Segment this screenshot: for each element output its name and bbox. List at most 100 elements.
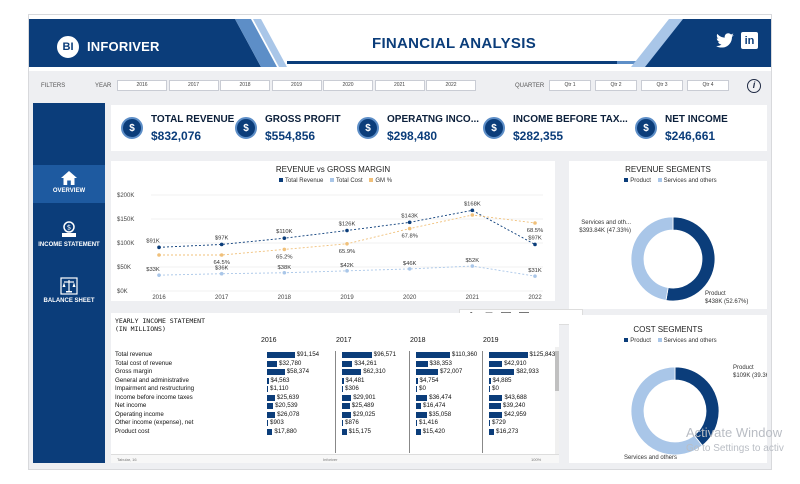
cell-value: $25,489	[351, 402, 375, 409]
data-point[interactable]	[219, 253, 224, 257]
chart-title: COST SEGMENTS	[633, 325, 703, 334]
data-label: $33K	[146, 267, 160, 273]
table-row[interactable]: Net income $20,539 $25,489 $16,474 $39,240	[115, 402, 555, 410]
scrollbar-thumb[interactable]	[555, 351, 559, 391]
data-point[interactable]	[282, 236, 287, 240]
table-row[interactable]: Total revenue $91,154 $96,571 $110,360 $125,…	[115, 351, 555, 359]
svg-text:$: $	[67, 224, 71, 232]
info-icon[interactable]: i	[747, 79, 761, 93]
legend-services: Services and others	[663, 338, 717, 344]
activation-watermark-subtitle: Go to Settings to activ	[686, 443, 784, 454]
logo-mark: BI	[55, 34, 81, 60]
side-navigation: OVERVIEW $ INCOME STATEMENT BALANCE SHEE…	[33, 103, 105, 463]
data-point[interactable]	[407, 267, 412, 271]
quarter-filter-button[interactable]: Qtr 2	[595, 80, 637, 91]
row-label: Product cost	[115, 427, 150, 435]
quarter-filter-button[interactable]: Qtr 3	[641, 80, 683, 91]
data-point[interactable]	[470, 264, 475, 268]
table-row[interactable]: General and administrative $4,563 $4,481 $4…	[115, 377, 555, 385]
value-bar	[489, 369, 515, 375]
cost-donut-chart: Product $109K (39.36%) Services and others…	[624, 365, 767, 461]
data-point[interactable]	[345, 242, 349, 246]
data-point[interactable]	[533, 274, 537, 278]
x-tick-label: 2021	[466, 295, 480, 301]
slice-value: $393.84K (47.33%)	[579, 228, 631, 234]
row-label: Total revenue	[115, 351, 153, 358]
y-tick-label: $100K	[117, 241, 134, 247]
column-divider	[409, 351, 410, 453]
donut-slice-1[interactable]	[630, 366, 703, 456]
data-point[interactable]	[470, 208, 475, 213]
twitter-icon[interactable]	[715, 31, 735, 51]
year-filter-button[interactable]: 2017	[168, 80, 219, 91]
data-point[interactable]	[219, 271, 224, 276]
chart-title: REVENUE vs GROSS MARGIN	[275, 165, 391, 174]
donut-slice-1[interactable]	[630, 216, 674, 301]
nav-item-overview[interactable]: OVERVIEW	[33, 165, 105, 203]
value-bar	[489, 386, 490, 392]
value-bar	[489, 352, 528, 358]
value-bar	[267, 420, 268, 426]
data-point[interactable]	[219, 242, 224, 247]
data-point[interactable]	[407, 220, 412, 225]
legend-swatch-revenue	[278, 178, 283, 183]
quarter-filter-button[interactable]: Qtr 1	[549, 80, 591, 91]
value-bar	[342, 428, 347, 435]
table-row[interactable]: Other income (expense), net $903 $876 $1,41…	[115, 419, 555, 427]
zoom-level[interactable]: 100%	[531, 457, 542, 462]
data-point[interactable]	[533, 242, 537, 247]
revenue-donut-chart: Product $438K (52.67%) Services and oth...…	[579, 216, 748, 305]
income-statement-title: YEARLY INCOME STATEMENT (IN MILLIONS)	[115, 317, 205, 333]
cell-value: $96,571	[373, 351, 397, 358]
cell-value: $26,078	[277, 410, 300, 418]
year-filter-button[interactable]: 2019	[271, 80, 322, 91]
revenue-segments-panel: REVENUE SEGMENTS Product Services and ot…	[569, 161, 767, 309]
column-divider	[335, 351, 336, 453]
value-bar	[342, 369, 362, 375]
cell-value: $110,360	[451, 351, 478, 358]
cell-value: $42,910	[504, 359, 527, 367]
data-point[interactable]	[282, 247, 287, 252]
kpi-value: $246,661	[665, 129, 716, 143]
scrollbar[interactable]	[555, 347, 559, 457]
report-canvas: BI INFORIVER FINANCIAL ANALYSIS in FILTE…	[28, 14, 772, 470]
table-row[interactable]: Operating income $26,078 $29,025 $35,058 $42…	[115, 411, 555, 419]
table-row[interactable]: Gross margin $58,374 $62,310 $72,007 $82,933	[115, 368, 555, 376]
year-filter-button[interactable]: 2021	[374, 80, 425, 91]
year-filter-button[interactable]: 2018	[220, 80, 270, 91]
data-point[interactable]	[470, 213, 475, 217]
table-row[interactable]: Income before income taxes $25,639 $29,901…	[115, 394, 555, 402]
nav-label: BALANCE SHEET	[43, 298, 95, 304]
table-row[interactable]: Total cost of revenue $32,780 $34,261 $38,3…	[115, 360, 555, 368]
data-point[interactable]	[157, 273, 161, 277]
data-point[interactable]	[407, 226, 412, 231]
year-filter-button[interactable]: 2020	[323, 80, 373, 91]
dollar-icon: $	[121, 117, 143, 139]
cell-value: $4,754	[419, 376, 439, 384]
data-point[interactable]	[533, 221, 537, 225]
data-point[interactable]	[282, 270, 287, 275]
table-row[interactable]: Product cost $17,880 $15,175 $15,420 $16,273	[115, 428, 555, 436]
kpi-title: INCOME BEFORE TAX...	[513, 114, 628, 125]
year-filter-button[interactable]: 2022	[426, 80, 476, 91]
data-point[interactable]	[157, 245, 161, 250]
cell-value: $16,273	[496, 427, 519, 435]
data-point[interactable]	[345, 269, 349, 273]
quarter-filter-button[interactable]: Qtr 4	[687, 80, 729, 91]
cell-value: $0	[492, 385, 499, 392]
table-row[interactable]: Impairment and restructuring $1,110 $306 $0…	[115, 385, 555, 393]
x-tick-label: 2019	[340, 295, 354, 301]
year-filter-button[interactable]: 2016	[117, 80, 167, 91]
nav-label: INCOME STATEMENT	[38, 242, 100, 248]
column-header-year: 2018	[410, 337, 426, 344]
chart-legend: Total Revenue Total Cost GM %	[111, 178, 555, 184]
value-bar	[489, 420, 490, 426]
nav-item-income-statement[interactable]: $ INCOME STATEMENT	[33, 221, 105, 257]
data-point[interactable]	[157, 253, 161, 257]
nav-item-balance-sheet[interactable]: BALANCE SHEET	[33, 277, 105, 313]
data-point[interactable]	[345, 228, 349, 233]
linkedin-icon[interactable]: in	[741, 32, 758, 49]
row-label: Other income (expense), net	[115, 419, 194, 426]
x-tick-label: 2017	[215, 295, 229, 301]
dollar-icon: $	[483, 117, 505, 139]
